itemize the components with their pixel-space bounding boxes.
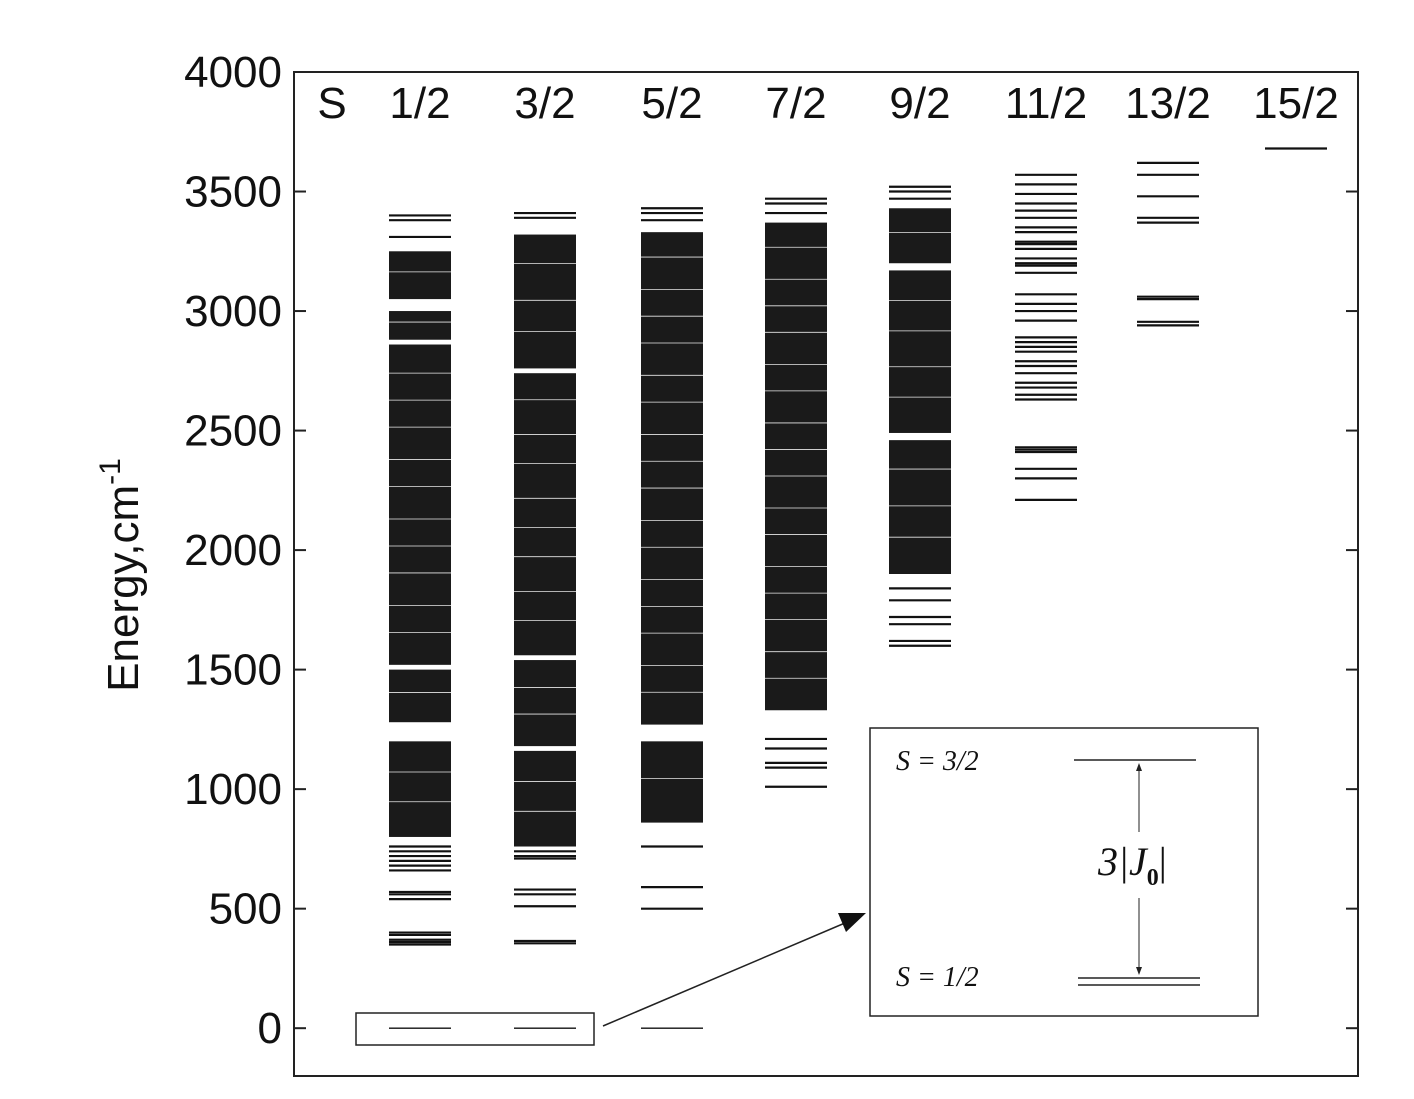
level-band bbox=[389, 251, 451, 300]
y-axis-label-text: Energy,cm bbox=[99, 485, 148, 692]
column-levels bbox=[1137, 161, 1199, 327]
y-tick-label: 1000 bbox=[184, 765, 282, 814]
inset-gap-arrow-up bbox=[1136, 763, 1142, 771]
level-band bbox=[641, 232, 703, 725]
y-tick-label: 500 bbox=[209, 885, 282, 934]
zoom-arrow-head bbox=[838, 913, 866, 932]
y-tick-label: 4000 bbox=[184, 48, 282, 97]
column-label: 3/2 bbox=[514, 79, 575, 128]
inset-gap-label: 3|J0| bbox=[1097, 839, 1167, 891]
column-label: 9/2 bbox=[889, 79, 950, 128]
inset-upper-label: S = 3/2 bbox=[896, 746, 979, 777]
level-band bbox=[389, 311, 451, 340]
column-label: 5/2 bbox=[641, 79, 702, 128]
y-tick-label: 0 bbox=[258, 1004, 282, 1053]
inset-gap-label-main: 3|J bbox=[1097, 839, 1149, 884]
y-axis-label: Energy,cm-1 bbox=[94, 458, 148, 692]
column-label: 1/2 bbox=[389, 79, 450, 128]
level-band bbox=[641, 741, 703, 823]
y-tick-label: 1500 bbox=[184, 646, 282, 695]
inset-gap-label-suffix: | bbox=[1159, 839, 1167, 884]
column-levels bbox=[889, 185, 951, 647]
column-label: 15/2 bbox=[1253, 79, 1339, 128]
y-tick-label: 3500 bbox=[184, 168, 282, 217]
y-axis: 0 500 1000 1500 2000 2500 3000 3500 4000 bbox=[184, 48, 1358, 1053]
zoom-arrow-line bbox=[602, 919, 853, 1027]
inset: S = 3/2 S = 1/2 3|J0| bbox=[869, 727, 1259, 1017]
inset-frame bbox=[869, 727, 1259, 1017]
level-band bbox=[389, 344, 451, 665]
y-axis-label-superscript: -1 bbox=[94, 458, 127, 485]
level-band bbox=[514, 234, 576, 369]
column-label: 11/2 bbox=[1005, 79, 1087, 128]
inset-gap-arrow-down bbox=[1136, 967, 1142, 975]
level-band bbox=[889, 440, 951, 574]
inset-lower-label: S = 1/2 bbox=[896, 962, 979, 993]
level-band bbox=[889, 270, 951, 433]
level-band bbox=[514, 660, 576, 747]
inset-gap-label-subscript: 0 bbox=[1147, 865, 1159, 891]
column-levels bbox=[514, 211, 576, 1029]
level-band bbox=[389, 669, 451, 723]
y-tick-label: 2000 bbox=[184, 526, 282, 575]
plot-frame bbox=[293, 71, 1359, 1077]
level-band bbox=[765, 222, 827, 711]
column-label: 7/2 bbox=[765, 79, 826, 128]
column-levels bbox=[1015, 173, 1077, 501]
y-tick-label: 3000 bbox=[184, 287, 282, 336]
column-levels bbox=[389, 214, 451, 1029]
column-label: 13/2 bbox=[1125, 79, 1211, 128]
level-band bbox=[889, 208, 951, 264]
level-band bbox=[514, 373, 576, 656]
levels-layer bbox=[389, 147, 1327, 1029]
column-levels bbox=[765, 197, 827, 788]
column-levels bbox=[641, 207, 703, 1029]
column-header-label: S bbox=[317, 79, 346, 128]
column-labels: 1/2 3/2 5/2 7/2 9/2 11/2 13/2 15/2 bbox=[389, 79, 1338, 128]
level-band bbox=[514, 750, 576, 847]
y-tick-label: 2500 bbox=[184, 407, 282, 456]
level-band bbox=[389, 741, 451, 837]
ground-state-box bbox=[355, 1012, 595, 1046]
